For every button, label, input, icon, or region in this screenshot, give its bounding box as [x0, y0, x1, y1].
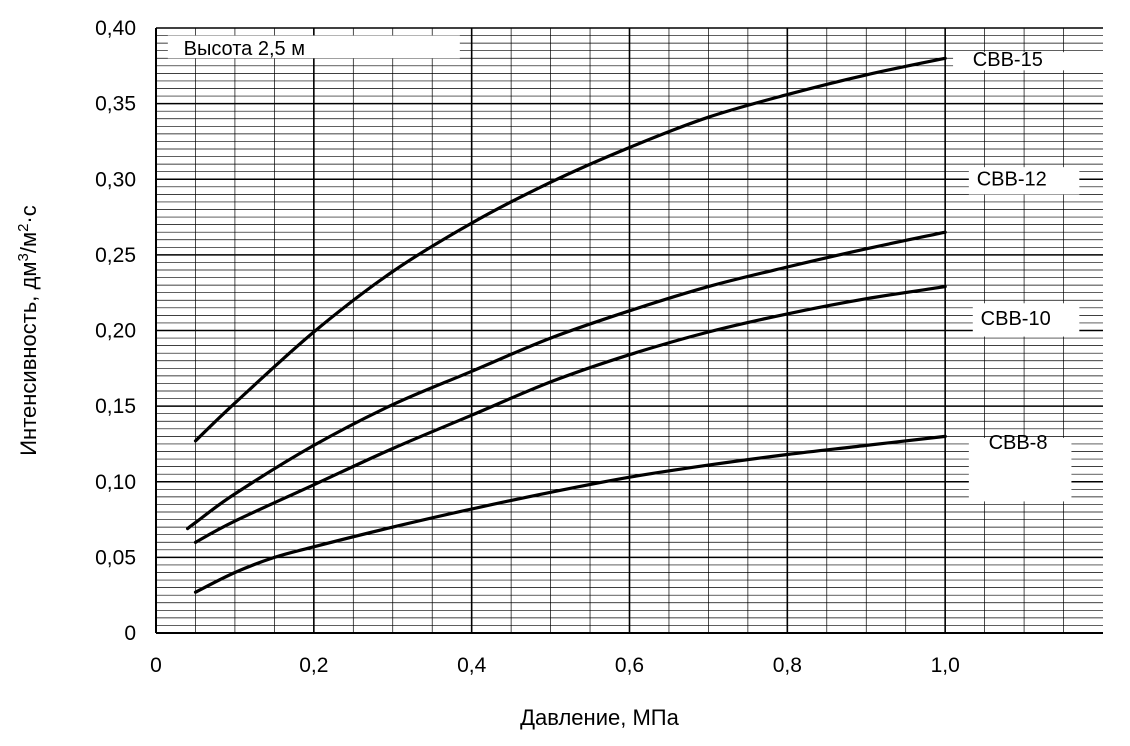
- x-tick-label: 1,0: [931, 654, 960, 677]
- y-tick-label: 0,20: [95, 320, 136, 343]
- x-tick-labels: 0 0,2 0,4 0,6 0,8 1,0: [150, 654, 960, 677]
- y-tick-labels: 0 0,05 0,10 0,15 0,20 0,25 0,30 0,35 0,40: [95, 17, 136, 645]
- major-grid: [156, 27, 1103, 633]
- series-label-backgrounds: [953, 52, 1103, 502]
- series-lines: [186, 56, 947, 594]
- y-axis-title-part: ·с: [16, 205, 41, 223]
- height-annotation: Высота 2,5 м: [184, 38, 305, 60]
- series-label-background: [968, 167, 1080, 195]
- series-line: [193, 56, 947, 443]
- y-tick-label: 0,25: [95, 244, 136, 267]
- series-label-background: [953, 52, 1103, 71]
- y-axis-title-part: Интенсивность, дм: [16, 262, 41, 456]
- series-line: [186, 230, 947, 531]
- x-tick-label: 0,4: [457, 654, 487, 677]
- series-line: [193, 285, 947, 544]
- y-axis-title-sup: 3: [15, 253, 32, 261]
- series-label: СВВ-12: [977, 168, 1047, 190]
- series-label-background: [968, 437, 1072, 502]
- y-axis-title: Интенсивность, дм3/м2·с: [15, 205, 42, 456]
- series-label: СВВ-15: [973, 49, 1043, 71]
- annotation-background: [167, 35, 460, 59]
- series-label: СВВ-10: [981, 308, 1051, 330]
- series-label-background: [972, 303, 1080, 337]
- y-axis-title-part: /м: [16, 232, 41, 253]
- annotation-group: Высота 2,5 м: [167, 35, 460, 60]
- x-tick-label: 0,8: [773, 654, 802, 677]
- axes: [155, 28, 1103, 634]
- y-tick-label: 0,05: [95, 546, 136, 569]
- x-tick-label: 0,2: [299, 654, 328, 677]
- series-labels: СВВ-15 СВВ-12 СВВ-10 СВВ-8: [973, 49, 1051, 454]
- series-label: СВВ-8: [989, 432, 1048, 454]
- y-axis-title-sup: 2: [15, 224, 32, 232]
- y-tick-label: 0,15: [95, 395, 136, 418]
- x-axis-title: Давление, МПа: [520, 705, 679, 730]
- y-tick-label: 0,40: [95, 17, 136, 40]
- x-tick-label: 0,6: [615, 654, 644, 677]
- y-tick-label: 0,10: [95, 471, 136, 494]
- y-tick-label: 0,35: [95, 93, 136, 116]
- x-tick-label: 0: [150, 654, 162, 677]
- series-line: [193, 434, 947, 594]
- y-tick-label: 0: [124, 622, 136, 645]
- y-tick-label: 0,30: [95, 168, 136, 191]
